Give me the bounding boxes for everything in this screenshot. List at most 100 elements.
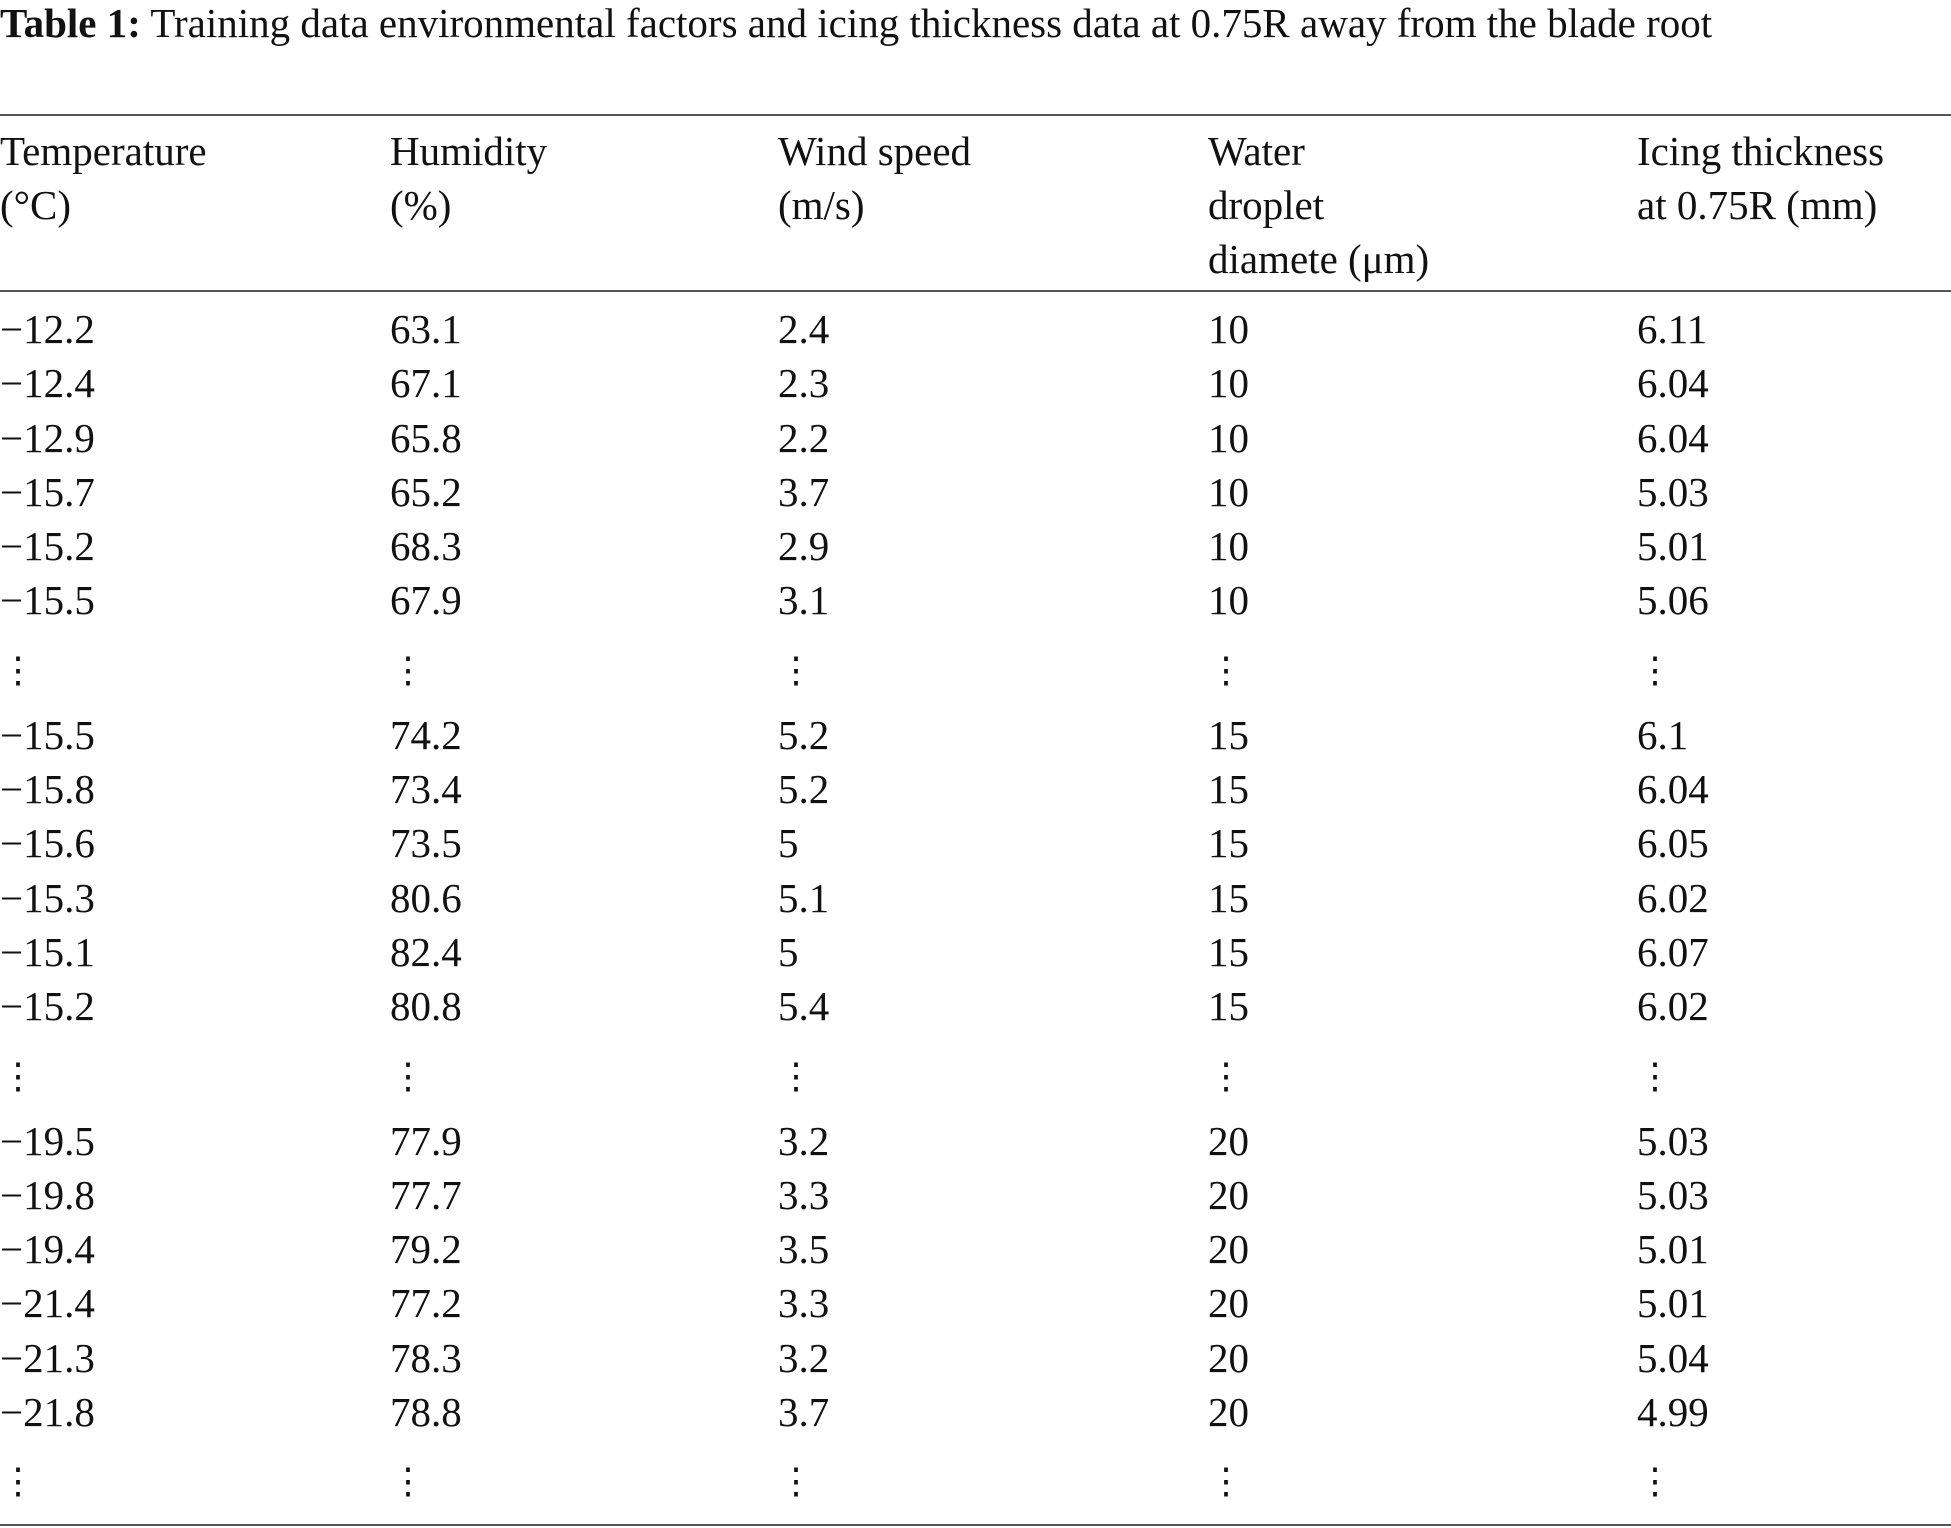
ellipsis-cell: ⋮ (778, 1034, 1208, 1114)
table-row: −15.7 65.2 3.7 10 5.03 (0, 465, 1951, 519)
cell-humidity: 73.4 (390, 766, 462, 813)
caption-label: Table 1: (0, 0, 141, 46)
cell-temperature: −19.4 (0, 1226, 95, 1273)
cell-humidity: 82.4 (390, 928, 462, 975)
ellipsis-cell: ⋮ (0, 1034, 390, 1114)
data-table: Temperature (°C) Humidity (%) Wind speed (m/s… (0, 120, 1951, 1519)
cell-temperature: −12.2 (0, 306, 95, 352)
header-line: Temperature (0, 128, 207, 174)
cell-humidity: 79.2 (390, 1226, 462, 1273)
cell-wind-speed: 5 (778, 820, 799, 867)
vertical-ellipsis: ⋮ (778, 649, 814, 690)
cell-temperature: −21.8 (0, 1389, 95, 1436)
top-rule (0, 114, 1951, 116)
cell-droplet-diameter: 20 (1208, 1389, 1249, 1436)
cell-droplet-diameter: 15 (1208, 766, 1249, 813)
cell-wind-speed: 2.4 (778, 306, 830, 352)
column-header-temperature: Temperature (°C) (0, 120, 390, 292)
vertical-ellipsis: ⋮ (390, 1055, 426, 1096)
header-line: Water (1208, 128, 1305, 174)
header-line: Wind speed (778, 128, 972, 174)
cell-humidity: 65.2 (390, 468, 462, 515)
ellipsis-cell: ⋮ (1208, 1439, 1637, 1519)
cell-humidity: 73.5 (390, 820, 462, 867)
cell-temperature: −21.3 (0, 1334, 95, 1381)
vertical-ellipsis: ⋮ (1208, 1055, 1244, 1096)
cell-temperature: −12.9 (0, 414, 95, 461)
cell-wind-speed: 3.7 (778, 468, 830, 515)
cell-wind-speed: 3.5 (778, 1226, 830, 1273)
vertical-ellipsis: ⋮ (0, 1055, 36, 1096)
cell-icing-thickness: 6.02 (1637, 874, 1709, 921)
ellipsis-cell: ⋮ (778, 1439, 1208, 1519)
table-row: −12.4 67.1 2.3 10 6.04 (0, 356, 1951, 410)
header-row: Temperature (°C) Humidity (%) Wind speed (m/s… (0, 120, 1951, 292)
cell-droplet-diameter: 15 (1208, 820, 1249, 867)
ellipsis-cell: ⋮ (778, 628, 1208, 708)
cell-temperature: −15.8 (0, 766, 95, 813)
cell-icing-thickness: 6.05 (1637, 820, 1709, 867)
ellipsis-cell: ⋮ (390, 1439, 778, 1519)
cell-icing-thickness: 5.03 (1637, 1171, 1709, 1218)
cell-droplet-diameter: 20 (1208, 1117, 1249, 1164)
table-row: −15.6 73.5 5 15 6.05 (0, 816, 1951, 870)
ellipsis-cell: ⋮ (1637, 1034, 1951, 1114)
table-row: −15.3 80.6 5.1 15 6.02 (0, 871, 1951, 925)
cell-icing-thickness: 5.03 (1637, 468, 1709, 515)
cell-droplet-diameter: 15 (1208, 928, 1249, 975)
cell-temperature: −15.5 (0, 577, 95, 624)
cell-droplet-diameter: 20 (1208, 1334, 1249, 1381)
bottom-rule (0, 1524, 1951, 1526)
table-row: −12.2 63.1 2.4 10 6.11 (0, 292, 1951, 356)
cell-wind-speed: 5.2 (778, 766, 830, 813)
cell-droplet-diameter: 15 (1208, 711, 1249, 758)
ellipsis-row: ⋮ ⋮ ⋮ ⋮ ⋮ (0, 628, 1951, 708)
table-row: −15.2 68.3 2.9 10 5.01 (0, 519, 1951, 573)
column-header-wind-speed: Wind speed (m/s) (778, 120, 1208, 292)
table-row: −19.4 79.2 3.5 20 5.01 (0, 1222, 1951, 1276)
cell-icing-thickness: 6.07 (1637, 928, 1709, 975)
cell-icing-thickness: 5.04 (1637, 1334, 1709, 1381)
vertical-ellipsis: ⋮ (1208, 649, 1244, 690)
cell-humidity: 80.6 (390, 874, 462, 921)
ellipsis-cell: ⋮ (0, 1439, 390, 1519)
table-row: −19.8 77.7 3.3 20 5.03 (0, 1168, 1951, 1222)
cell-droplet-diameter: 10 (1208, 577, 1249, 624)
table-row: −15.8 73.4 5.2 15 6.04 (0, 762, 1951, 816)
cell-icing-thickness: 6.04 (1637, 766, 1709, 813)
cell-humidity: 63.1 (390, 306, 462, 352)
cell-humidity: 68.3 (390, 523, 462, 570)
vertical-ellipsis: ⋮ (778, 1461, 814, 1502)
cell-wind-speed: 5.2 (778, 711, 830, 758)
vertical-ellipsis: ⋮ (1637, 649, 1673, 690)
cell-wind-speed: 5.1 (778, 874, 830, 921)
table-row: −15.1 82.4 5 15 6.07 (0, 925, 1951, 979)
cell-wind-speed: 3.1 (778, 577, 830, 624)
cell-temperature: −15.1 (0, 928, 95, 975)
cell-wind-speed: 3.3 (778, 1171, 830, 1218)
vertical-ellipsis: ⋮ (1637, 1461, 1673, 1502)
cell-icing-thickness: 6.02 (1637, 983, 1709, 1030)
table-row: −21.4 77.2 3.3 20 5.01 (0, 1276, 1951, 1330)
header-line: Icing thickness (1637, 128, 1885, 174)
cell-temperature: −15.7 (0, 468, 95, 515)
header-line: Humidity (390, 128, 548, 174)
column-header-humidity: Humidity (%) (390, 120, 778, 292)
cell-wind-speed: 3.7 (778, 1389, 830, 1436)
ellipsis-row: ⋮ ⋮ ⋮ ⋮ ⋮ (0, 1034, 1951, 1114)
cell-wind-speed: 3.3 (778, 1280, 830, 1327)
cell-humidity: 77.9 (390, 1117, 462, 1164)
vertical-ellipsis: ⋮ (778, 1055, 814, 1096)
cell-temperature: −15.3 (0, 874, 95, 921)
cell-humidity: 77.2 (390, 1280, 462, 1327)
table-row: −15.2 80.8 5.4 15 6.02 (0, 979, 1951, 1033)
header-line: droplet (1208, 182, 1325, 228)
cell-humidity: 65.8 (390, 414, 462, 461)
cell-humidity: 77.7 (390, 1171, 462, 1218)
vertical-ellipsis: ⋮ (1637, 1055, 1673, 1096)
table-row: −12.9 65.8 2.2 10 6.04 (0, 411, 1951, 465)
header-line: (°C) (0, 182, 72, 228)
cell-humidity: 78.8 (390, 1389, 462, 1436)
cell-droplet-diameter: 10 (1208, 360, 1249, 407)
cell-humidity: 67.1 (390, 360, 462, 407)
